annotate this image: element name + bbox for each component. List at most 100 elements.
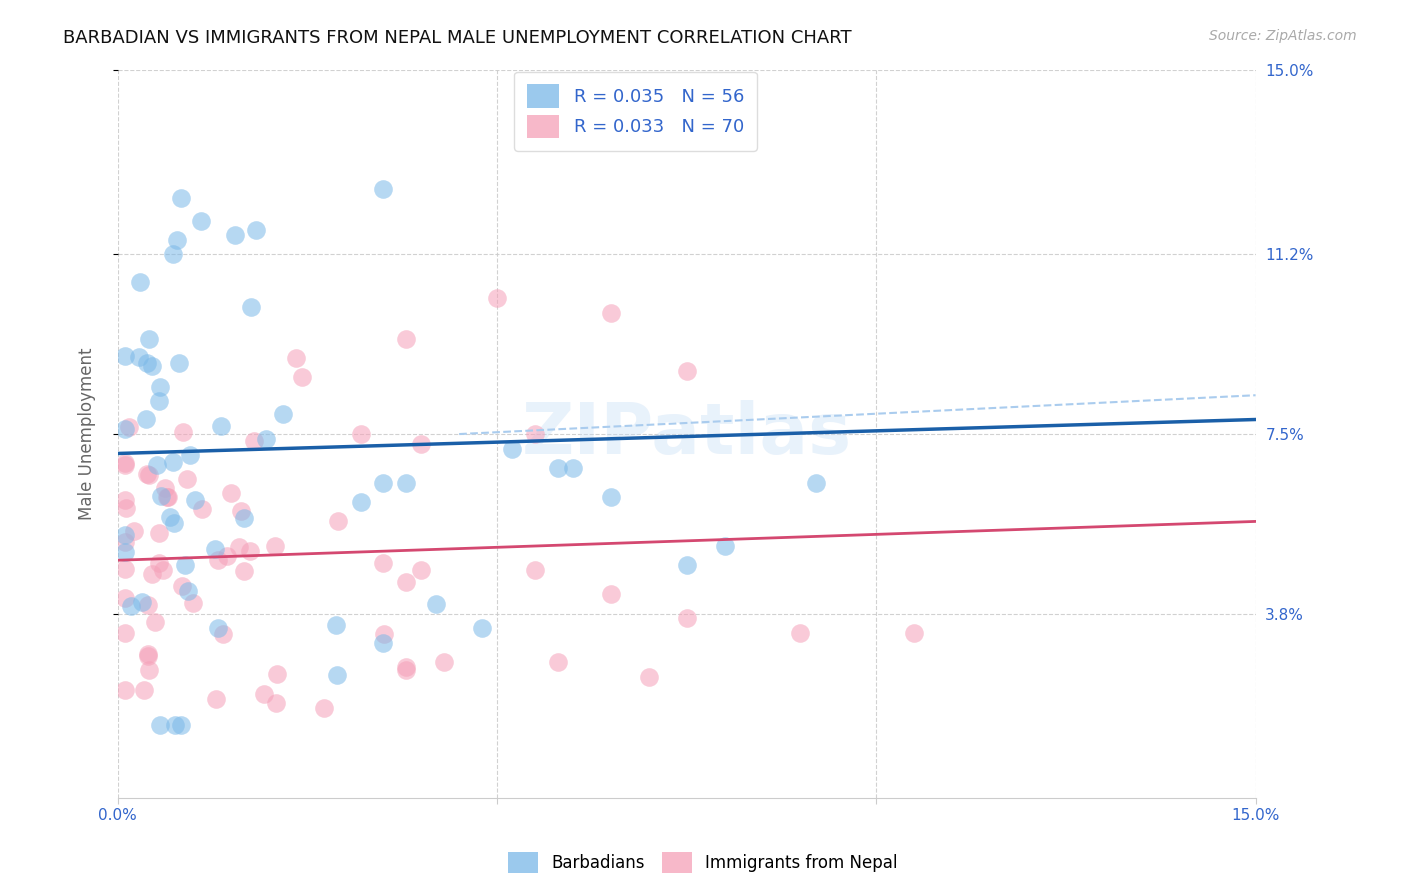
Point bbox=[395, 660, 418, 674]
Point bbox=[326, 514, 349, 528]
Point bbox=[128, 350, 150, 364]
Point bbox=[219, 486, 242, 500]
Point bbox=[395, 475, 418, 490]
Point bbox=[114, 422, 136, 436]
Point bbox=[114, 591, 136, 605]
Point bbox=[561, 461, 583, 475]
Point bbox=[138, 332, 160, 346]
Point bbox=[183, 597, 205, 611]
Point bbox=[179, 448, 201, 462]
Point bbox=[163, 516, 186, 530]
Point bbox=[373, 476, 395, 491]
Point bbox=[149, 718, 172, 732]
Point bbox=[207, 553, 229, 567]
Point bbox=[162, 246, 184, 260]
Point bbox=[284, 351, 307, 365]
Point bbox=[159, 510, 181, 524]
Point bbox=[122, 524, 145, 538]
Point bbox=[149, 380, 172, 394]
Point bbox=[205, 691, 228, 706]
Point bbox=[141, 567, 163, 582]
Point bbox=[136, 648, 159, 663]
Point bbox=[804, 475, 827, 490]
Point bbox=[212, 627, 235, 641]
Point bbox=[166, 234, 188, 248]
Point bbox=[675, 611, 697, 625]
Point bbox=[215, 549, 238, 563]
Point bbox=[150, 489, 173, 503]
Point bbox=[264, 539, 287, 553]
Legend: Barbadians, Immigrants from Nepal: Barbadians, Immigrants from Nepal bbox=[502, 846, 904, 880]
Y-axis label: Male Unemployment: Male Unemployment bbox=[79, 348, 96, 520]
Point bbox=[156, 490, 179, 504]
Point bbox=[239, 544, 262, 558]
Point bbox=[114, 683, 136, 698]
Point bbox=[162, 455, 184, 469]
Point bbox=[233, 511, 256, 525]
Point bbox=[245, 223, 267, 237]
Point bbox=[224, 228, 246, 243]
Point bbox=[314, 701, 336, 715]
Point bbox=[266, 666, 288, 681]
Point bbox=[128, 275, 150, 289]
Point bbox=[229, 504, 252, 518]
Point bbox=[713, 539, 735, 553]
Point bbox=[547, 461, 569, 475]
Point bbox=[120, 599, 142, 613]
Point bbox=[789, 626, 811, 640]
Point bbox=[411, 436, 433, 450]
Point bbox=[599, 587, 621, 601]
Point bbox=[240, 300, 263, 314]
Point bbox=[136, 647, 159, 661]
Point bbox=[254, 432, 277, 446]
Point bbox=[191, 502, 214, 516]
Point bbox=[209, 419, 232, 434]
Legend: R = 0.035   N = 56, R = 0.033   N = 70: R = 0.035 N = 56, R = 0.033 N = 70 bbox=[515, 72, 756, 151]
Point bbox=[395, 332, 418, 346]
Point bbox=[675, 558, 697, 573]
Point bbox=[373, 627, 395, 641]
Point bbox=[425, 597, 447, 611]
Text: ZIPatlas: ZIPatlas bbox=[522, 400, 852, 468]
Point bbox=[114, 535, 136, 549]
Point bbox=[228, 541, 250, 555]
Point bbox=[395, 574, 418, 589]
Point bbox=[170, 718, 193, 732]
Point bbox=[138, 467, 160, 482]
Point bbox=[145, 615, 167, 629]
Point bbox=[501, 442, 523, 456]
Point bbox=[114, 528, 136, 542]
Point bbox=[373, 182, 395, 196]
Point bbox=[252, 687, 274, 701]
Point bbox=[204, 541, 226, 556]
Point bbox=[433, 655, 456, 669]
Point bbox=[190, 214, 212, 228]
Point bbox=[599, 306, 621, 320]
Point bbox=[114, 456, 136, 470]
Point bbox=[141, 359, 163, 374]
Point bbox=[523, 427, 546, 442]
Point bbox=[146, 458, 169, 472]
Point bbox=[184, 492, 207, 507]
Point bbox=[471, 621, 494, 635]
Point bbox=[395, 663, 418, 677]
Point bbox=[273, 407, 295, 421]
Point bbox=[486, 291, 509, 305]
Point bbox=[136, 356, 159, 370]
Point bbox=[411, 563, 433, 577]
Point bbox=[325, 618, 347, 632]
Point bbox=[547, 655, 569, 669]
Point bbox=[350, 495, 373, 509]
Point bbox=[136, 598, 159, 612]
Point bbox=[207, 621, 229, 635]
Point bbox=[177, 583, 200, 598]
Point bbox=[148, 525, 170, 540]
Point bbox=[118, 420, 141, 434]
Point bbox=[172, 425, 194, 439]
Point bbox=[114, 545, 136, 559]
Point bbox=[114, 562, 136, 576]
Point bbox=[174, 558, 197, 573]
Point bbox=[371, 556, 394, 570]
Point bbox=[165, 718, 187, 732]
Point bbox=[176, 472, 198, 486]
